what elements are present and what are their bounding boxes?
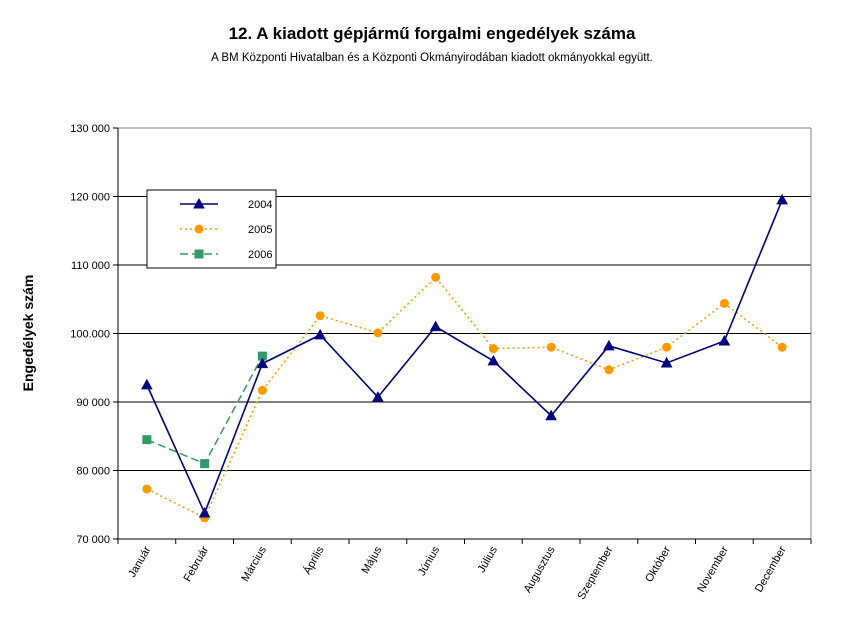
legend-marker-2004	[193, 197, 205, 209]
y-tick-label: 90 000	[76, 397, 110, 409]
y-tick-label: 110 000	[71, 260, 110, 272]
data-point-2004	[603, 339, 615, 351]
y-tick-label: 130 000	[70, 123, 110, 135]
data-point-2004	[776, 193, 788, 205]
y-tick-label: 100.000	[70, 329, 110, 341]
data-point-2005	[488, 344, 498, 354]
series-2004	[141, 193, 788, 518]
series-line-2004	[146, 199, 783, 516]
data-point-2004	[372, 391, 384, 402]
data-point-2004	[314, 328, 326, 340]
x-tick-label: Augusztus	[522, 544, 558, 595]
data-point-2005	[315, 311, 325, 321]
data-point-2004	[429, 320, 442, 332]
legend-label-2005: 2005	[248, 224, 272, 236]
x-tick-label: Július	[476, 544, 501, 575]
legend-label-2004: 2004	[248, 199, 272, 211]
y-tick-label: 80 000	[76, 466, 110, 478]
x-tick-label: Október	[643, 544, 673, 584]
plot-area: 70 000 80 000 90 000 100.000 110 000 120 000 1…	[70, 123, 812, 602]
legend-label-2006: 2006	[248, 249, 272, 261]
series-2005	[142, 272, 787, 523]
x-tick-label: December	[753, 544, 789, 594]
chart-subtitle: A BM Központi Hivatalban és a Központi O…	[211, 52, 653, 64]
x-tick-label: Március	[239, 544, 269, 584]
x-tick-label: Február	[182, 544, 212, 584]
x-tick-label: Január	[126, 544, 153, 579]
x-tick-label: Szeptember	[575, 544, 615, 602]
data-point-2004	[141, 378, 153, 390]
x-tick-label: November	[695, 544, 731, 594]
data-point-2006	[200, 459, 210, 469]
data-point-2005	[142, 484, 152, 494]
legend: 2004 2005 2006	[146, 189, 277, 269]
data-point-2005	[431, 272, 441, 282]
data-point-2005	[257, 385, 267, 395]
legend-marker-2006	[194, 249, 204, 259]
data-point-2004	[198, 506, 211, 518]
data-point-2005	[546, 342, 556, 352]
x-tick-label: Május	[359, 544, 384, 576]
chart-title: 12. A kiadott gépjármű forgalmi engedély…	[229, 24, 636, 43]
series-line-2005	[146, 276, 783, 519]
y-tick-label: 120 000	[70, 192, 110, 204]
data-point-2005	[604, 365, 614, 375]
data-point-2004	[718, 335, 731, 346]
data-point-2004	[545, 409, 557, 421]
y-axis-label: Engedélyek szám	[20, 275, 36, 392]
data-point-2004	[660, 356, 673, 368]
data-point-2005	[662, 342, 672, 352]
y-tick-label: 70 000	[76, 534, 110, 546]
data-point-2005	[719, 298, 729, 308]
legend-marker-2005	[194, 224, 204, 234]
data-point-2005	[373, 328, 383, 338]
series-2006	[142, 351, 267, 469]
data-point-2005	[777, 342, 787, 352]
x-tick-label: Június	[416, 544, 443, 578]
data-point-2006	[142, 435, 152, 445]
data-point-2004	[256, 357, 269, 369]
data-point-2004	[487, 354, 500, 366]
x-tick-label: Április	[300, 544, 326, 577]
